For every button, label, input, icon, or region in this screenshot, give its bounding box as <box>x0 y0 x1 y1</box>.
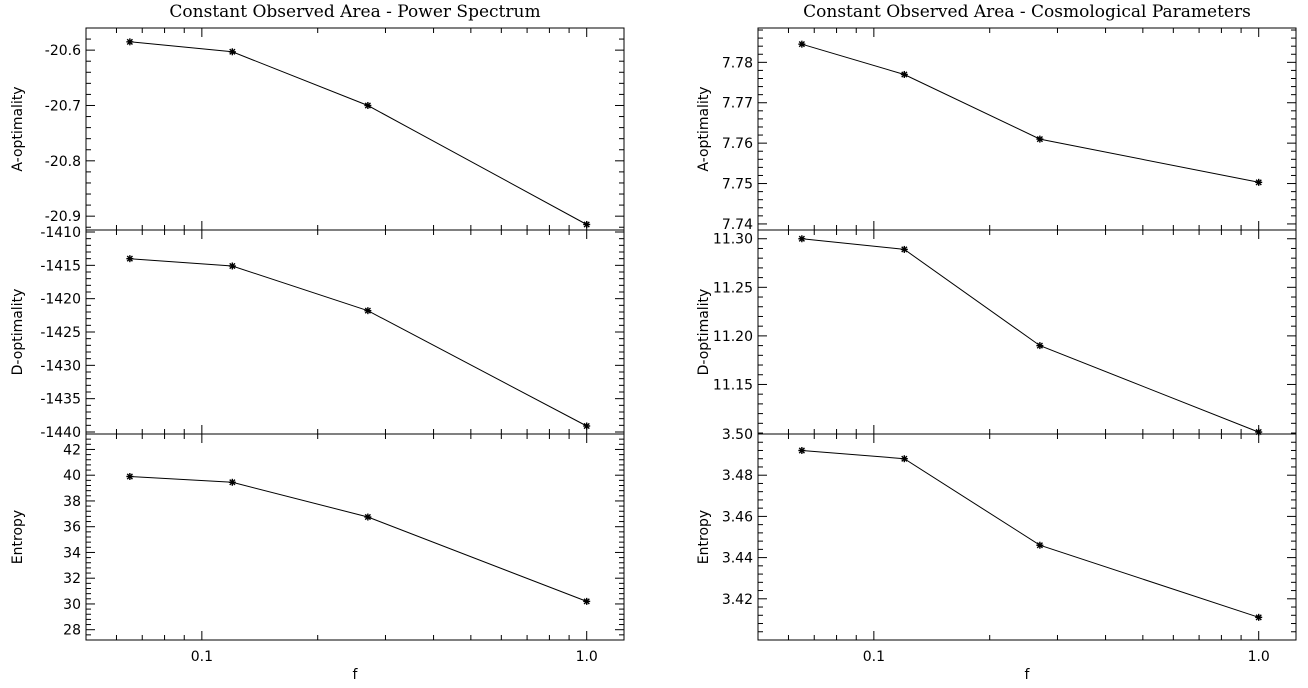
right-row2-data-point <box>1255 613 1263 621</box>
left-row2-plot: 28 30 32 34 36 38 40 42 Entropy 0.1 1.0 <box>10 433 625 665</box>
right-row2-series-line <box>801 450 1259 618</box>
right-row0-data-point <box>1255 178 1263 186</box>
right-row0-frame <box>757 27 1297 231</box>
right-row2-data-point <box>900 455 908 463</box>
right-row2-y-tick-label: 3.48 <box>722 468 753 484</box>
right-row1-plot: 11.15 11.20 11.25 11.30 D-optimality <box>696 229 1297 436</box>
right-x-axis-label: f <box>1025 667 1031 683</box>
right-row0-y-tick-label: 7.77 <box>722 96 753 112</box>
right-row0-y-tick-label: 7.76 <box>722 136 753 152</box>
right-row1-y-tick-label: 11.25 <box>713 280 753 296</box>
left-row2-y-tick-label: 38 <box>63 494 81 510</box>
left-row1-plot: -1410 -1415 -1420 -1425 -1430 -1435 -1440 D-opt… <box>10 225 625 441</box>
left-row1-y-tick-label: -1415 <box>40 258 81 274</box>
left-row1-y-tick-label: -1410 <box>40 225 81 241</box>
right-panel-title: Constant Observed Area - Cosmological Pa… <box>803 2 1251 22</box>
left-row1-y-tick-label: -1430 <box>40 358 81 374</box>
left-row2-y-tick-label: 30 <box>63 597 81 613</box>
right-row0-data-point <box>798 40 806 48</box>
left-row0-data-point <box>583 220 591 228</box>
right-row1-data-point <box>900 245 908 253</box>
left-row0-y-axis-label: A-optimality <box>10 86 26 171</box>
right-row0-data-point <box>900 70 908 78</box>
left-row0-plot: -20.6 -20.7 -20.8 -20.9 A-optimality <box>10 27 625 231</box>
left-row2-x-tick-label: 1.0 <box>576 649 598 665</box>
right-row0-y-tick-label: 7.75 <box>722 177 753 193</box>
right-row0-data-point <box>1036 135 1044 143</box>
left-row2-data-point <box>583 597 591 605</box>
left-row0-y-tick-label: -20.7 <box>45 98 81 114</box>
left-row1-y-tick-label: -1425 <box>40 325 81 341</box>
left-row2-y-tick-label: 42 <box>63 442 81 458</box>
right-row0-y-tick-label: 7.78 <box>722 55 753 71</box>
left-row2-data-point <box>228 478 236 486</box>
left-row2-y-tick-label: 34 <box>63 545 81 561</box>
left-row0-data-point <box>228 48 236 56</box>
left-row1-data-point <box>583 422 591 430</box>
plots-group: -20.6-20.7-20.8-20.9A-optimality-1410-14… <box>10 27 1297 665</box>
right-row2-y-tick-label: 3.50 <box>722 427 753 443</box>
left-row0-y-tick-label: -20.9 <box>45 209 81 225</box>
left-row2-y-tick-label: 40 <box>63 468 81 484</box>
left-row0-y-tick-label: -20.8 <box>45 154 81 170</box>
left-panel-title: Constant Observed Area - Power Spectrum <box>169 2 540 22</box>
left-row0-data-point <box>364 101 372 109</box>
left-row0-frame <box>85 27 625 231</box>
left-row1-y-tick-label: -1440 <box>40 425 81 441</box>
left-row2-y-tick-label: 32 <box>63 571 81 587</box>
left-row1-y-tick-label: -1435 <box>40 392 81 408</box>
right-row2-plot: 3.42 3.44 3.46 3.48 3.50 Entropy 0.1 1.0 <box>696 427 1297 665</box>
right-row2-frame <box>757 433 1297 641</box>
right-row1-y-axis-label: D-optimality <box>696 289 712 376</box>
right-row0-series-line <box>801 43 1259 183</box>
right-row1-y-tick-label: 11.30 <box>713 232 753 248</box>
left-row2-data-point <box>126 472 134 480</box>
left-row1-y-axis-label: D-optimality <box>10 289 26 376</box>
left-row2-frame <box>85 433 625 641</box>
right-row2-x-tick-label: 0.1 <box>863 649 885 665</box>
right-row1-y-tick-label: 11.15 <box>713 377 753 393</box>
right-row2-y-tick-label: 3.44 <box>722 551 753 567</box>
right-row0-plot: 7.74 7.75 7.76 7.77 7.78 A-optimality <box>696 27 1297 233</box>
right-row1-y-tick-label: 11.20 <box>713 329 753 345</box>
left-row1-y-tick-label: -1420 <box>40 292 81 308</box>
left-row2-series-line <box>129 476 587 602</box>
left-row2-y-tick-label: 36 <box>63 520 81 536</box>
right-row2-y-tick-label: 3.46 <box>722 509 753 525</box>
left-row1-data-point <box>228 262 236 270</box>
left-row1-series-line <box>129 258 587 427</box>
left-row2-y-tick-label: 28 <box>63 623 81 639</box>
right-row2-data-point <box>798 446 806 454</box>
right-row1-series-line <box>801 238 1259 433</box>
left-row2-data-point <box>364 513 372 521</box>
left-row2-x-tick-label: 0.1 <box>191 649 213 665</box>
right-row0-y-tick-label: 7.74 <box>722 217 753 233</box>
right-row2-x-tick-label: 1.0 <box>1248 649 1270 665</box>
left-row1-data-point <box>126 255 134 263</box>
left-row0-y-tick-label: -20.6 <box>45 43 81 59</box>
right-row1-data-point <box>1036 342 1044 350</box>
right-row0-y-axis-label: A-optimality <box>696 86 712 171</box>
left-x-axis-label: f <box>353 667 359 683</box>
right-row2-data-point <box>1036 541 1044 549</box>
right-row1-data-point <box>798 235 806 243</box>
left-row1-data-point <box>364 307 372 315</box>
right-row2-y-axis-label: Entropy <box>696 510 712 564</box>
right-row1-frame <box>757 229 1297 435</box>
left-row0-series-line <box>129 41 587 225</box>
left-row2-y-axis-label: Entropy <box>10 510 26 564</box>
left-row0-data-point <box>126 38 134 46</box>
right-row2-y-tick-label: 3.42 <box>722 592 753 608</box>
